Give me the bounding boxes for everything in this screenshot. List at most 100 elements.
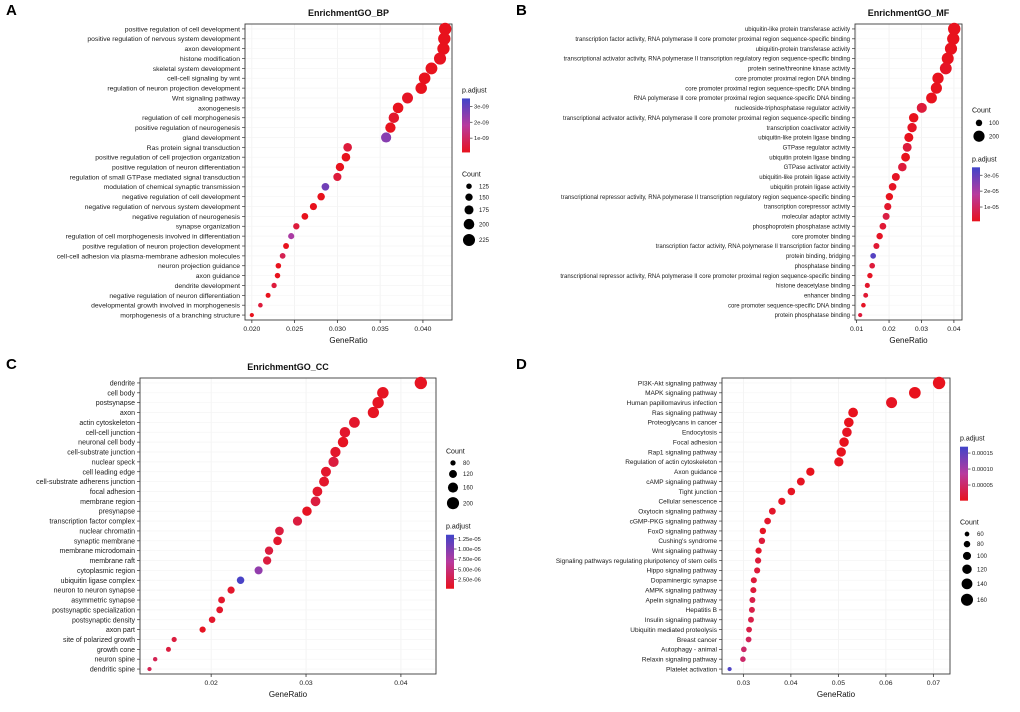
size-legend-dot (962, 564, 972, 574)
x-tick-label: 0.020 (243, 326, 260, 333)
y-axis-label: FoxO signaling pathway (648, 528, 718, 535)
colorbar-label: 0.00010 (972, 467, 993, 473)
y-axis-label: cell-substrate junction (67, 450, 135, 457)
size-legend-label: 80 (977, 542, 984, 548)
dot (909, 386, 921, 399)
colorbar-label: 0.00005 (972, 483, 993, 489)
size-legend-dot (973, 130, 985, 142)
size-legend-label: 120 (463, 472, 474, 478)
dot (876, 232, 883, 240)
dot (218, 596, 226, 604)
size-legend-title: Count (462, 171, 481, 178)
dot (275, 262, 282, 269)
y-axis-label: transcription factor activity, RNA polym… (656, 244, 850, 250)
y-axis-label: axon development (184, 46, 240, 53)
colorbar-label: 2e-05 (984, 189, 999, 195)
dot (740, 656, 746, 662)
dot (861, 302, 866, 308)
dot (901, 152, 910, 162)
dot (879, 222, 887, 230)
y-axis-label: asymmetric synapse (71, 598, 135, 605)
size-legend: Count 100 200 (972, 108, 1000, 142)
y-axis-label: core promoter sequence-specific DNA bind… (728, 303, 850, 309)
y-axis-label: cell leading edge (82, 469, 135, 476)
dot (764, 517, 771, 525)
y-axis-label: Apelin signaling pathway (645, 597, 717, 604)
size-legend-dot (963, 540, 971, 548)
dot (349, 417, 360, 428)
size-legend-label: 80 (463, 461, 470, 467)
dot (842, 427, 852, 438)
x-tick-label: 0.03 (299, 680, 312, 687)
dot (754, 567, 761, 574)
x-tick-label: 0.02 (882, 326, 895, 333)
size-legend-label: 200 (479, 222, 490, 228)
y-axis-label: neuron to neuron synapse (54, 588, 135, 595)
y-axis-label: positive regulation of neurogenesis (135, 125, 241, 132)
x-axis-title: GeneRatio (817, 690, 856, 699)
y-axis-label: Signaling pathways regulating pluripoten… (556, 558, 718, 565)
y-axis-label: synaptic membrane (74, 538, 135, 545)
dot (834, 457, 844, 467)
dot (884, 202, 892, 211)
dot (438, 32, 451, 45)
y-axis-label: cell body (107, 390, 135, 397)
dot (941, 52, 954, 65)
dot (381, 132, 392, 143)
y-axis-label: membrane raft (89, 558, 135, 565)
dot (898, 162, 907, 172)
colorbar-label: 7.50e-06 (458, 557, 481, 563)
dot (227, 586, 235, 594)
y-axis-label: positive regulation of neuron projection… (82, 243, 240, 250)
dot (274, 272, 281, 279)
y-axis-label: axon part (106, 627, 135, 634)
x-axis-title: GeneRatio (269, 690, 308, 699)
y-axis-label: postsynapse (96, 400, 135, 407)
dot (254, 566, 263, 575)
y-axis-label: positive regulation of cell projection o… (95, 155, 240, 162)
y-axis-label: Breast cancer (677, 637, 718, 644)
dot (320, 466, 331, 477)
dot (745, 636, 752, 643)
dot (312, 486, 323, 497)
panel-d-kegg-dotplot: PI3K-Akt signaling pathway MAPK signaling… (510, 354, 1020, 707)
x-tick-label: 0.03 (737, 680, 750, 687)
dot (165, 646, 171, 652)
dot (208, 616, 216, 624)
colorbar-label: 5.00e-06 (458, 567, 481, 573)
y-axis-label: cAMP signaling pathway (646, 479, 717, 486)
plot-border (244, 23, 453, 321)
dot (262, 556, 272, 565)
dot (392, 102, 404, 114)
dot (886, 397, 898, 409)
panel-letter-c: C (6, 356, 17, 373)
x-tick-label: 0.04 (394, 680, 407, 687)
y-axis-label: histone modification (180, 56, 240, 63)
dot (932, 72, 944, 84)
dot (330, 446, 341, 458)
y-axis-label: Cushing's syndrome (658, 538, 717, 545)
size-legend-label: 160 (463, 486, 474, 492)
y-axis-label: ubiquitin ligase complex (61, 578, 136, 585)
y-axis-label: transcriptional repressor activity, RNA … (561, 195, 850, 201)
dot (264, 546, 274, 555)
y-axis-label: Hepatitis B (686, 607, 717, 614)
y-axis-label: core promoter proximal region DNA bindin… (735, 76, 850, 82)
y-axis-label: cGMP-PKG signaling pathway (630, 518, 718, 525)
y-axis-label: transcription factor complex (49, 519, 135, 526)
x-tick-label: 0.03 (915, 326, 928, 333)
y-axis-label: Focal adhesion (673, 439, 717, 446)
y-axis-label: nuclear speck (92, 459, 136, 466)
y-axis-label: transcription factor activity, RNA polym… (575, 37, 850, 43)
dot (377, 387, 389, 399)
dot (265, 292, 271, 298)
x-tick-label: 0.030 (329, 326, 346, 333)
y-axis-label: protein phosphatase binding (775, 313, 850, 319)
dot (335, 162, 345, 172)
y-axis-label: synapse organization (176, 224, 240, 231)
y-axis-label: focal adhesion (90, 489, 135, 496)
colorbar-label: 1.25e-05 (458, 537, 481, 543)
x-tick-label: 0.04 (947, 326, 960, 333)
y-axis-label: positive regulation of nervous system de… (87, 36, 240, 43)
